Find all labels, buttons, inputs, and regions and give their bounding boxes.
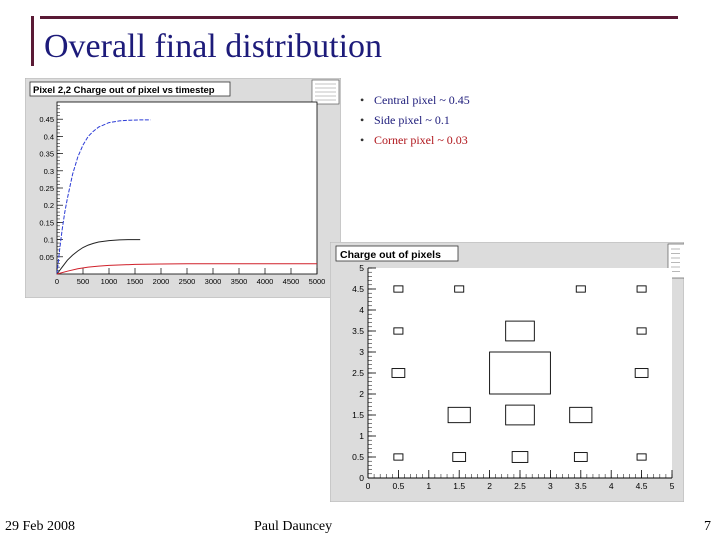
heatmap-cell	[393, 327, 404, 335]
x-tick-label: 2000	[153, 277, 170, 286]
x-tick-label: 5000	[309, 277, 326, 286]
heatmap-cell	[573, 452, 588, 462]
y-tick-label: 2.5	[352, 368, 364, 378]
y-tick-label: 1	[359, 431, 364, 441]
title-frame-top	[40, 16, 678, 19]
heatmap-cell	[634, 368, 649, 378]
chart-title: Pixel 2,2 Charge out of pixel vs timeste…	[33, 85, 215, 96]
heatmap-cell	[636, 285, 647, 293]
x-tick-label: 500	[77, 277, 90, 286]
x-tick-label: 1000	[101, 277, 118, 286]
y-tick-label: 2	[359, 389, 364, 399]
heatmap-chart: Charge out of pixels 0 0.5 1 1.5 2 2.5 3 3.5 4 4.5…	[330, 242, 684, 502]
footer-author: Paul Dauncey	[254, 519, 333, 534]
y-tick-label: 0.3	[44, 167, 54, 176]
x-tick-label: 2500	[179, 277, 196, 286]
y-tick-label: 0.45	[39, 115, 54, 124]
heatmap-cell	[569, 406, 593, 424]
y-tick-label: 4.5	[352, 284, 364, 294]
heatmap-cell	[452, 452, 467, 462]
x-tick-label: 3000	[205, 277, 222, 286]
x-tick-label: 3	[548, 481, 553, 491]
y-tick-label: 1.5	[352, 410, 364, 420]
bullet-icon: •	[360, 93, 365, 107]
line-chart: Pixel 2,2 Charge out of pixel vs timeste…	[25, 78, 341, 298]
heatmap-cell	[575, 285, 586, 293]
x-tick-label: 0.5	[392, 481, 404, 491]
series-line	[56, 263, 317, 275]
x-tick-label: 4	[609, 481, 614, 491]
slide-title: Overall final distribution	[44, 28, 383, 65]
y-tick-label: 0.15	[39, 218, 54, 227]
x-tick-label: 1.5	[453, 481, 465, 491]
heatmap-cell	[505, 320, 535, 342]
y-tick-label: 0.5	[352, 452, 364, 462]
x-tick-label: 0	[366, 481, 371, 491]
y-tick-label: 3	[359, 347, 364, 357]
heatmap-cell	[505, 404, 535, 426]
y-tick-label: 3.5	[352, 326, 364, 336]
heatmap-cell	[636, 453, 647, 461]
bullet-list: • Central pixel ~ 0.45 • Side pixel ~ 0.1 …	[360, 90, 470, 150]
x-tick-label: 4.5	[636, 481, 648, 491]
y-tick-label: 0.4	[44, 132, 54, 141]
bullet-item: • Corner pixel ~ 0.03	[360, 130, 470, 150]
heatmap-cell	[511, 451, 529, 463]
y-tick-label: 5	[359, 263, 364, 273]
x-tick-label: 0	[55, 277, 59, 286]
plot-area	[368, 268, 672, 478]
bullet-item: • Side pixel ~ 0.1	[360, 110, 470, 130]
x-tick-label: 3.5	[575, 481, 587, 491]
y-tick-label: 4	[359, 305, 364, 315]
x-tick-label: 3500	[231, 277, 248, 286]
plot-frame	[56, 101, 318, 275]
y-tick-label: 0.35	[39, 150, 54, 159]
heatmap-cell	[447, 406, 471, 424]
y-tick-label: 0	[359, 473, 364, 483]
x-tick-label: 2	[487, 481, 492, 491]
bullet-text: Central pixel ~ 0.45	[374, 93, 470, 107]
heatmap-cell	[636, 327, 647, 335]
x-tick-label: 2.5	[514, 481, 526, 491]
heatmap-cell	[454, 285, 465, 293]
x-tick-label: 1	[426, 481, 431, 491]
title-frame-left	[31, 16, 34, 66]
x-tick-label: 1500	[127, 277, 144, 286]
bullet-icon: •	[360, 133, 365, 147]
title-box	[29, 81, 231, 97]
series-line	[56, 119, 151, 275]
heatmap-cell	[489, 351, 551, 395]
y-tick-label: 0.2	[44, 201, 54, 210]
chart-title: Charge out of pixels	[340, 249, 441, 261]
bullet-icon: •	[360, 113, 365, 127]
x-tick-label: 5	[670, 481, 675, 491]
bullet-item: • Central pixel ~ 0.45	[360, 90, 470, 110]
heatmap-cell	[393, 285, 404, 293]
y-tick-label: 0.25	[39, 184, 54, 193]
footer-date: 29 Feb 2008	[5, 519, 75, 534]
page-number: 7	[704, 519, 711, 534]
series-line	[56, 239, 141, 275]
y-tick-label: 0.05	[39, 253, 54, 262]
bullet-text: Side pixel ~ 0.1	[374, 113, 450, 127]
y-tick-label: 0.1	[44, 236, 54, 245]
heatmap-cell	[393, 453, 404, 461]
title-box	[335, 245, 459, 262]
x-tick-label: 4000	[257, 277, 274, 286]
heatmap-cell	[391, 368, 406, 378]
x-tick-label: 4500	[283, 277, 300, 286]
bullet-text: Corner pixel ~ 0.03	[374, 133, 468, 147]
